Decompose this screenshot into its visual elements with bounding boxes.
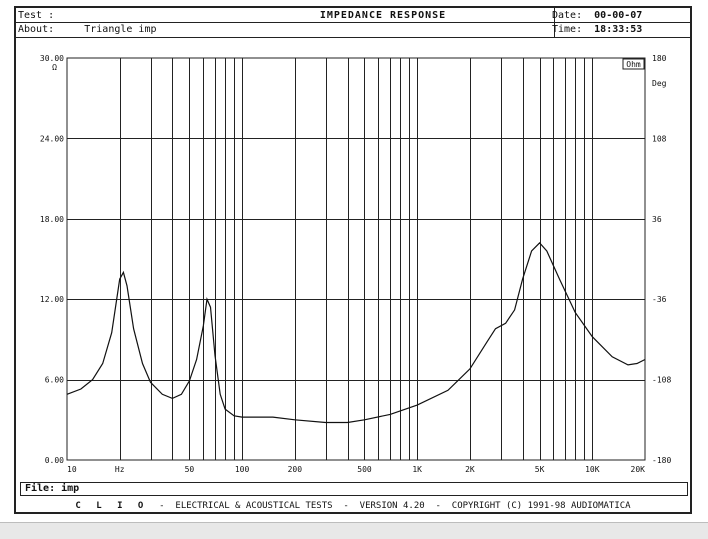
y-left-unit: Ω [52,63,57,72]
impedance-curve [66,242,646,424]
copyright-text: COPYRIGHT (C) 1991-98 AUDIOMATICA [451,501,631,511]
product-name: ELECTRICAL & ACOUSTICAL TESTS [175,501,333,511]
y-right-tick-label: 36 [652,215,662,224]
x-tick-label: 20K [631,465,646,474]
header-row-divider [16,22,690,23]
x-tick-label: 100 [235,465,250,474]
x-tick-label: 1K [412,465,422,474]
version-text: VERSION 4.20 [359,501,425,511]
y-right-unit: Deg [652,79,667,88]
y-right-tick-label: 108 [652,134,667,143]
chart-grid [67,58,645,460]
y-left-tick-label: 0.00 [45,456,64,465]
bottom-strip [0,522,708,539]
y-left-tick-label: 12.00 [40,295,64,304]
header-right-block: Date: 00-00-07 Time: 18:33:53 [552,10,688,36]
y-left-tick-label: 18.00 [40,215,64,224]
x-tick-label: Hz [115,465,125,474]
time-label: Time: [552,24,583,35]
about-label: About: [18,24,55,35]
y-right-tick-label: -180 [652,456,671,465]
y-left-tick-label: 30.00 [40,54,64,63]
chart-title: IMPEDANCE RESPONSE [319,10,447,21]
corner-unit-box [622,58,645,70]
y-left-tick-label: 24.00 [40,134,64,143]
chart-header: Test : About: Triangle imp IMPEDANCE RES… [16,8,690,38]
header-column-divider [554,8,555,38]
date-label: Date: [552,10,583,21]
tick-labels: 30.00 24.00 18.00 12.00 6.00 0.00 Ω 180 108 36 -36… [40,54,672,474]
about-value: Triangle imp [84,24,157,35]
file-bar[interactable]: File: imp [20,482,688,496]
time-value: 18:33:53 [594,24,643,35]
file-value: imp [61,483,80,494]
x-tick-label: 5K [535,465,545,474]
date-value: 00-00-07 [594,10,643,21]
x-tick-label: 50 [185,465,195,474]
x-tick-label: 10K [585,465,600,474]
brand-name: C L I O [75,501,149,511]
x-tick-label: 10 [67,465,77,474]
y-right-tick-label: 180 [652,54,667,63]
x-tick-label: 500 [357,465,372,474]
x-tick-label: 200 [288,465,303,474]
y-right-tick-label: -108 [652,376,671,385]
file-label: File: [25,483,56,494]
corner-unit-label: Ohm [626,60,641,69]
test-label: Test : [18,10,55,21]
footer-banner: C L I O - ELECTRICAL & ACOUSTICAL TESTS … [75,501,631,511]
y-left-tick-label: 6.00 [45,376,64,385]
x-tick-label: 2K [465,465,475,474]
plot-frame [66,57,646,461]
clio-window: Test : About: Triangle imp IMPEDANCE RES… [14,6,692,514]
header-left-block: Test : About: Triangle imp [18,10,218,36]
y-right-tick-label: -36 [652,295,667,304]
